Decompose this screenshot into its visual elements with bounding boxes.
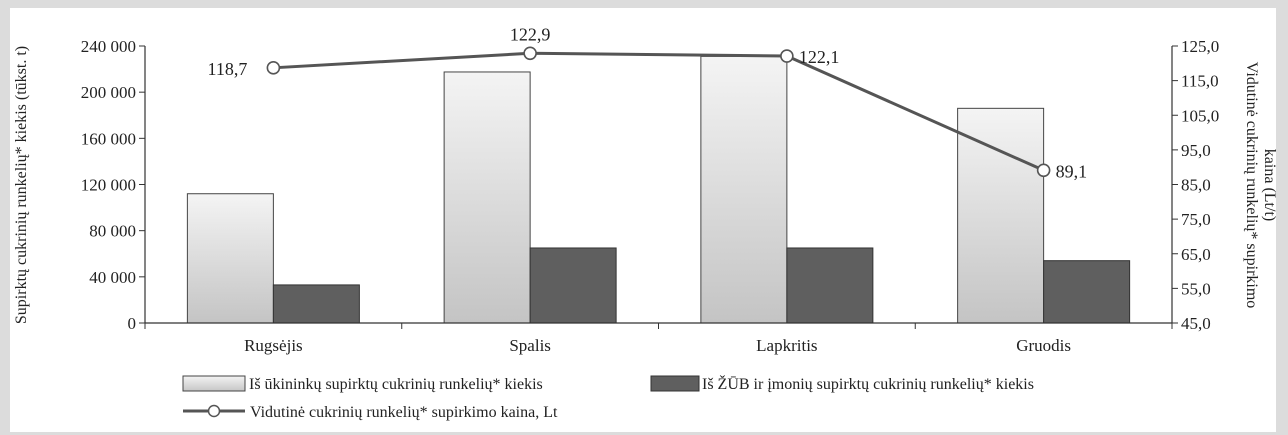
axes (144, 46, 1173, 329)
price-line-path (273, 51, 1045, 172)
legend-label-farmers: Iš ūkininkų supirktų cukrinių runkelių* … (249, 376, 543, 393)
y-right-tick-label: 45,0 (1181, 314, 1211, 333)
legend-item-farmers: Iš ūkininkų supirktų cukrinių runkelių* … (182, 375, 543, 393)
combo-chart: 0 40 000 80 000 120 000 160 000 200 000 240 00… (13, 24, 1276, 421)
y-right-tick-label: 125,0 (1181, 37, 1219, 56)
y-left-tick-label: 80 000 (89, 222, 136, 241)
y-left-tick-label: 200 000 (81, 83, 136, 102)
price-point (266, 61, 281, 75)
y-left-tick-label: 0 (128, 314, 137, 333)
y-right-tick-label: 105,0 (1181, 106, 1219, 125)
price-point (1036, 163, 1051, 178)
left-axis-ticks: 0 40 000 80 000 120 000 160 000 200 000 240 00… (81, 37, 145, 333)
y-axis-right-title-line1: Vidutinė cukrinių runkelių* supirkimo (1243, 62, 1260, 309)
y-right-tick-label: 65,0 (1181, 245, 1211, 264)
bars (186, 55, 1131, 324)
x-category-label: Gruodis (1016, 336, 1071, 355)
legend-item-price: Vidutinė cukrinių runkelių* supirkimo ka… (183, 404, 558, 421)
y-left-tick-label: 40 000 (89, 268, 136, 287)
y-right-tick-label: 75,0 (1181, 210, 1211, 229)
bar-farmers (700, 55, 788, 324)
price-data-label: 122,9 (510, 24, 551, 44)
y-right-tick-label: 115,0 (1181, 72, 1219, 91)
price-data-label: 118,7 (208, 59, 248, 79)
y-left-tick-label: 240 000 (81, 37, 136, 56)
legend-marker-price (207, 404, 221, 418)
bar-companies (786, 247, 874, 324)
y-axis-left-title: Supirktų cukrinių runkelių* kiekis (tūks… (13, 46, 30, 324)
category-labels: Rugsėjis Spalis Lapkritis Gruodis (244, 336, 1071, 355)
legend-label-companies: Iš ŽŪB ir įmonių supirktų cukrinių runke… (702, 374, 1034, 393)
y-left-tick-label: 160 000 (81, 129, 136, 148)
price-line: 118,7 122,9 122,1 89,1 (208, 24, 1088, 181)
right-axis-ticks: 45,0 55,0 65,0 75,0 85,0 95,0 105,0 115,0 125,0 (1172, 37, 1219, 333)
legend-label-price: Vidutinė cukrinių runkelių* supirkimo ka… (250, 404, 558, 421)
y-right-tick-label: 85,0 (1181, 176, 1211, 195)
y-left-tick-label: 120 000 (81, 176, 136, 195)
legend-swatch-farmers (182, 375, 246, 392)
bar-farmers (443, 71, 531, 324)
y-axis-right-title-line2: kaina (Lt/t) (1261, 149, 1276, 221)
price-point (780, 49, 794, 63)
bar-farmers (957, 107, 1045, 324)
legend-item-companies: Iš ŽŪB ir įmonių supirktų cukrinių runke… (650, 374, 1034, 393)
chart-frame: 0 40 000 80 000 120 000 160 000 200 000 240 00… (10, 8, 1276, 432)
bar-companies (1043, 260, 1131, 324)
legend: Iš ūkininkų supirktų cukrinių runkelių* … (182, 374, 1034, 421)
price-point (523, 46, 537, 61)
bar-companies (272, 284, 360, 324)
x-category-label: Rugsėjis (244, 336, 303, 355)
y-right-tick-label: 55,0 (1181, 279, 1211, 298)
y-right-tick-label: 95,0 (1181, 141, 1211, 160)
x-category-label: Spalis (509, 336, 551, 355)
x-category-label: Lapkritis (756, 336, 817, 355)
bar-farmers (186, 193, 274, 324)
price-data-label: 122,1 (799, 47, 840, 67)
price-data-label: 89,1 (1056, 161, 1088, 181)
bar-companies (529, 247, 617, 324)
legend-swatch-companies (650, 375, 700, 392)
